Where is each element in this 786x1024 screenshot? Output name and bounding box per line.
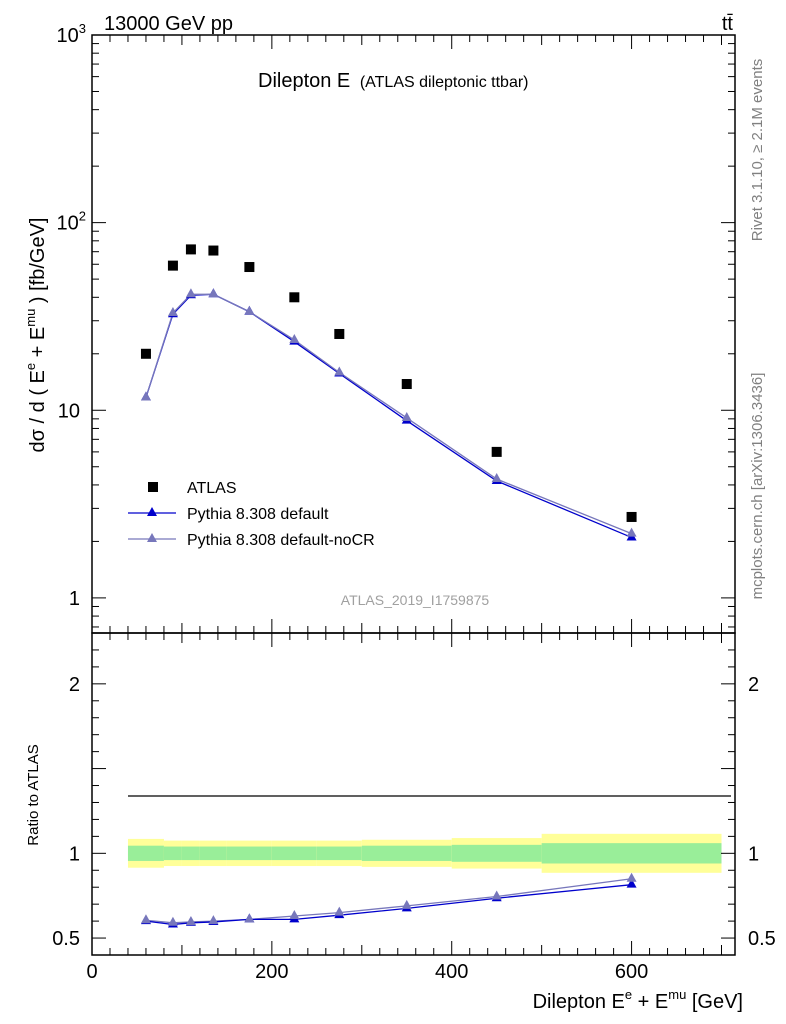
atlas-data-point — [140, 348, 151, 359]
ratio-y-tick-label: 1 — [69, 843, 80, 865]
ylabel-sup-e: e — [23, 363, 38, 370]
main-series-line — [145, 293, 632, 539]
ratio-band-inner — [226, 846, 272, 861]
chart-title: Dilepton E (ATLAS dileptonic ttbar) — [258, 70, 529, 92]
chart-title-main: Dilepton E — [258, 70, 350, 92]
analysis-watermark: ATLAS_2019_I1759875 — [341, 592, 490, 608]
atlas-data-point — [289, 292, 300, 303]
rivet-version-label: Rivet 3.1.10, ≥ 2.1M events — [749, 59, 766, 242]
xlabel-part-a: Dilepton E — [533, 991, 625, 1013]
ratio-default-point — [626, 878, 637, 888]
legend: ATLAS Pythia 8.308 default Pythia 8.308 … — [128, 480, 375, 549]
ratio-nocr-point — [244, 913, 255, 923]
ratio-y-tick-label-right: 1 — [748, 843, 759, 865]
main-series-group — [140, 244, 637, 541]
ratio-y-tick-label-right: 2 — [748, 674, 759, 696]
x-tick-label: 600 — [615, 961, 648, 983]
pythia-nocr-point — [185, 288, 196, 298]
legend-marker-atlas — [148, 482, 158, 492]
ratio-nocr-point — [185, 915, 196, 925]
main-y-tick-label: 103 — [57, 21, 86, 47]
ratio-ticks: 0.5 0.5 1 1 2 2 0 200 400 600 — [52, 633, 776, 983]
main-y-tick-label: 1 — [69, 588, 80, 610]
legend-label-default: Pythia 8.308 default — [187, 506, 329, 523]
ratio-band-inner — [541, 843, 722, 864]
main-y-tick-label: 10 — [58, 400, 80, 422]
atlas-data-point — [334, 328, 345, 339]
legend-marker-default — [147, 507, 157, 516]
ratio-series-line — [145, 878, 632, 924]
pythia-nocr-point — [334, 366, 345, 376]
ratio-nocr-point — [208, 915, 219, 925]
x-tick-label: 200 — [255, 961, 288, 983]
ratio-band-inner — [316, 846, 362, 861]
x-tick-label: 400 — [435, 961, 468, 983]
xlabel-part-b: + E — [632, 991, 668, 1013]
ratio-band-inner — [199, 846, 227, 861]
x-axis-label: Dilepton Ee + Emu [GeV] — [533, 987, 743, 1013]
ratio-bands — [127, 833, 722, 873]
chart-title-sub: (ATLAS dileptonic ttbar) — [360, 74, 529, 91]
ratio-band-inner — [361, 845, 452, 861]
ylabel-part-a: dσ / d ( E — [27, 370, 49, 452]
atlas-data-point — [208, 245, 219, 256]
ratio-nocr-point — [626, 872, 637, 882]
ylabel-sup-mu: mu — [23, 309, 38, 327]
ratio-band-inner — [451, 844, 542, 862]
ratio-band-inner — [271, 846, 317, 861]
main-panel: 1 10 102 103 Dilepton E (ATLAS dileptonic t… — [23, 21, 736, 634]
ratio-nocr-point — [140, 914, 151, 924]
xlabel-sup-mu: mu — [668, 987, 686, 1002]
ratio-nocr-point — [401, 899, 412, 909]
pythia-nocr-point — [244, 305, 255, 315]
ratio-band-inner — [163, 846, 182, 861]
ratio-nocr-point — [289, 910, 300, 920]
legend-marker-nocr — [147, 533, 157, 542]
xlabel-part-c: [GeV] — [686, 991, 743, 1013]
xlabel-sup-e: e — [625, 987, 632, 1002]
atlas-data-point — [491, 446, 502, 457]
ratio-y-tick-label: 0.5 — [52, 928, 80, 950]
ratio-panel: 0.5 0.5 1 1 2 2 0 200 400 600 Ratio to ATLAS Dile… — [25, 632, 776, 1013]
ylabel-part-b: + E — [27, 327, 49, 363]
atlas-data-point — [401, 379, 412, 390]
atlas-data-point — [626, 511, 637, 522]
ratio-y-axis-label: Ratio to ATLAS — [25, 744, 42, 845]
pythia-nocr-point — [208, 288, 219, 298]
ratio-y-tick-label: 2 — [69, 674, 80, 696]
header-process-label: tt̄ — [722, 13, 734, 35]
ylabel-part-c: ) [fb/GeV] — [27, 218, 49, 309]
x-tick-label: 0 — [86, 961, 97, 983]
atlas-data-point — [185, 244, 196, 255]
atlas-data-point — [244, 262, 255, 273]
ratio-band-inner — [181, 846, 200, 861]
ratio-band-inner — [127, 845, 164, 861]
pythia-nocr-point — [491, 473, 502, 483]
main-y-axis-label: dσ / d ( Ee + Emu ) [fb/GeV] — [23, 218, 49, 453]
mcplots-label: mcplots.cern.ch [arXiv:1306.3436] — [749, 373, 766, 600]
atlas-data-point — [167, 260, 178, 271]
ratio-frame — [91, 632, 736, 956]
ratio-nocr-point — [167, 916, 178, 926]
pythia-nocr-point — [626, 527, 637, 537]
legend-label-atlas: ATLAS — [187, 480, 237, 497]
pythia-nocr-point — [140, 391, 151, 401]
header-energy-label: 13000 GeV pp — [104, 13, 233, 35]
pythia-nocr-point — [401, 411, 412, 421]
pythia-nocr-point — [167, 306, 178, 316]
pythia-nocr-point — [289, 333, 300, 343]
main-y-tick-label: 102 — [57, 209, 86, 235]
main-ticks: 1 10 102 103 — [57, 21, 735, 633]
ratio-series-line — [145, 884, 632, 926]
ratio-nocr-point — [334, 906, 345, 916]
ratio-y-tick-label-right: 0.5 — [748, 928, 776, 950]
legend-label-nocr: Pythia 8.308 default-noCR — [187, 532, 375, 549]
main-series-line — [145, 293, 632, 535]
ratio-series-group — [140, 872, 637, 928]
ratio-nocr-point — [491, 890, 502, 900]
